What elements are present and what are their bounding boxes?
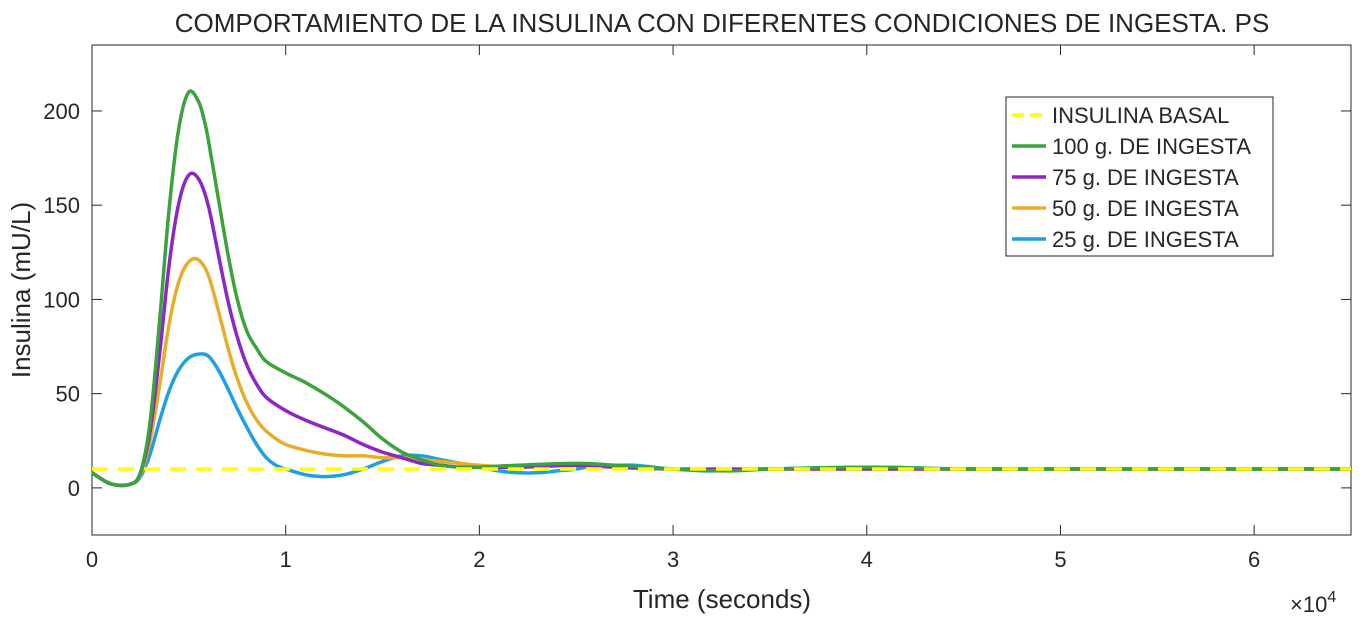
axis-ticks: 0 1 2 3 4 5 6 0 50 100 150 200 <box>43 45 1351 572</box>
x-multiplier-base: ×10 <box>1290 592 1327 617</box>
legend: INSULINA BASAL 100 g. DE INGESTA 75 g. DE … <box>1005 96 1274 257</box>
x-tick-label: 2 <box>473 547 485 572</box>
x-tick-label: 4 <box>861 547 873 572</box>
x-multiplier-exp: 4 <box>1327 589 1336 606</box>
legend-box <box>1005 96 1274 257</box>
x-tick-label: 1 <box>280 547 292 572</box>
y-tick-label: 200 <box>43 99 80 124</box>
legend-label: 50 g. DE INGESTA <box>1052 196 1239 221</box>
y-tick-label: 150 <box>43 193 80 218</box>
y-tick-label: 0 <box>68 476 80 501</box>
y-tick-label: 50 <box>56 382 80 407</box>
x-tick-label: 0 <box>86 547 98 572</box>
legend-label: INSULINA BASAL <box>1052 103 1229 128</box>
legend-label: 75 g. DE INGESTA <box>1052 165 1239 190</box>
y-axis-title: Insulina (mU/L) <box>6 202 36 378</box>
series-lines <box>91 89 1351 488</box>
chart-title: COMPORTAMIENTO DE LA INSULINA CON DIFERE… <box>175 8 1270 38</box>
x-multiplier-label: ×104 <box>1290 589 1336 617</box>
x-tick-label: 6 <box>1248 547 1260 572</box>
x-axis-title: Time (seconds) <box>633 584 811 614</box>
legend-label: 25 g. DE INGESTA <box>1052 227 1239 252</box>
y-tick-label: 100 <box>43 287 80 312</box>
x-tick-label: 3 <box>667 547 679 572</box>
x-tick-label: 5 <box>1054 547 1066 572</box>
legend-label: 100 g. DE INGESTA <box>1052 134 1251 159</box>
